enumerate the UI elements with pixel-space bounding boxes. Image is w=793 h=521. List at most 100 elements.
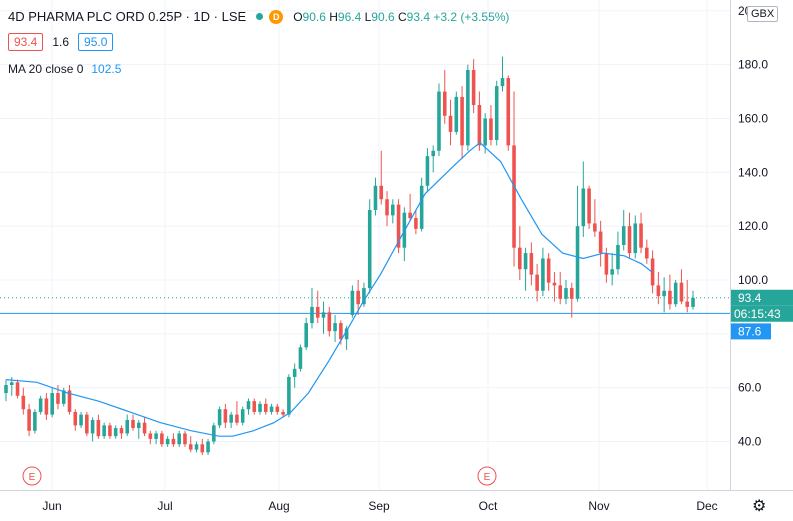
- candle-up[interactable]: [194, 444, 199, 450]
- candle-down[interactable]: [414, 218, 418, 229]
- candle-down[interactable]: [223, 409, 228, 423]
- candle-up[interactable]: [102, 425, 106, 437]
- candle-down[interactable]: [535, 274, 539, 291]
- candle-down[interactable]: [587, 188, 591, 224]
- candle-down[interactable]: [281, 411, 285, 415]
- candle-up[interactable]: [304, 323, 308, 348]
- candle-up[interactable]: [367, 210, 372, 289]
- candle-up[interactable]: [541, 258, 545, 291]
- candle-down[interactable]: [396, 204, 401, 248]
- candle-down[interactable]: [477, 105, 482, 146]
- candle-up[interactable]: [240, 409, 245, 423]
- earnings-event-icon[interactable]: [22, 466, 42, 486]
- candle-down[interactable]: [73, 411, 78, 426]
- candle-up[interactable]: [500, 78, 505, 87]
- candle-down[interactable]: [460, 96, 464, 146]
- candle-up[interactable]: [38, 398, 43, 412]
- candle-up[interactable]: [483, 118, 487, 146]
- symbol-title[interactable]: 4D PHARMA PLC ORD 0.25P · 1D · LSE: [8, 9, 247, 24]
- settings-gear-icon[interactable]: ⚙: [752, 498, 767, 515]
- currency-label[interactable]: GBX: [747, 6, 779, 22]
- candle-up[interactable]: [33, 411, 37, 431]
- candle-up[interactable]: [673, 282, 678, 305]
- candle-up[interactable]: [419, 185, 424, 229]
- candle-down[interactable]: [356, 290, 360, 305]
- candle-up[interactable]: [246, 401, 251, 410]
- candle-down[interactable]: [200, 444, 205, 453]
- candle-up[interactable]: [362, 288, 366, 305]
- candle-down[interactable]: [379, 185, 384, 200]
- candle-up[interactable]: [691, 297, 695, 307]
- candle-down[interactable]: [471, 70, 476, 105]
- candle-up[interactable]: [333, 323, 337, 332]
- candle-down[interactable]: [315, 306, 320, 318]
- candle-up[interactable]: [616, 245, 620, 270]
- candle-down[interactable]: [56, 393, 60, 404]
- candle-down[interactable]: [598, 231, 603, 254]
- candle-up[interactable]: [4, 385, 8, 394]
- candle-down[interactable]: [119, 428, 124, 434]
- candle-down[interactable]: [506, 78, 511, 146]
- candle-down[interactable]: [685, 301, 690, 307]
- candle-up[interactable]: [321, 312, 326, 318]
- candle-down[interactable]: [15, 382, 20, 396]
- candle-down[interactable]: [21, 395, 26, 410]
- candle-up[interactable]: [621, 226, 626, 245]
- candle-down[interactable]: [385, 199, 389, 216]
- candle-up[interactable]: [310, 306, 314, 324]
- candle-down[interactable]: [235, 414, 239, 423]
- candle-up[interactable]: [9, 382, 14, 385]
- candle-down[interactable]: [131, 420, 135, 429]
- candle-down[interactable]: [275, 406, 280, 412]
- sell-price-button[interactable]: 93.4: [8, 33, 44, 51]
- candle-up[interactable]: [113, 428, 118, 437]
- candle-up[interactable]: [633, 223, 638, 254]
- candle-up[interactable]: [90, 420, 95, 434]
- candle-down[interactable]: [44, 398, 49, 415]
- candle-up[interactable]: [79, 414, 83, 426]
- candle-down[interactable]: [339, 323, 343, 340]
- dividend-badge-icon[interactable]: D: [269, 9, 284, 24]
- candle-up[interactable]: [350, 290, 355, 315]
- earnings-event-icon[interactable]: [477, 466, 497, 486]
- candle-up[interactable]: [610, 269, 614, 275]
- candle-up[interactable]: [523, 253, 528, 270]
- candle-up[interactable]: [206, 441, 210, 453]
- candle-up[interactable]: [391, 204, 395, 216]
- candle-up[interactable]: [292, 368, 297, 377]
- candle-down[interactable]: [183, 433, 187, 445]
- candle-up[interactable]: [212, 425, 216, 442]
- candle-down[interactable]: [552, 282, 557, 286]
- candle-up[interactable]: [431, 150, 435, 157]
- candle-down[interactable]: [627, 226, 632, 254]
- candle-down[interactable]: [171, 438, 176, 445]
- candle-down[interactable]: [448, 115, 453, 132]
- candle-down[interactable]: [558, 285, 563, 299]
- candle-up[interactable]: [165, 438, 170, 445]
- candle-down[interactable]: [108, 425, 112, 437]
- candle-down[interactable]: [639, 223, 643, 248]
- candle-up[interactable]: [269, 406, 274, 412]
- candle-up[interactable]: [662, 290, 666, 297]
- candle-up[interactable]: [494, 86, 499, 140]
- candle-up[interactable]: [581, 188, 586, 227]
- candle-up[interactable]: [454, 96, 459, 132]
- candle-down[interactable]: [604, 253, 609, 275]
- candle-down[interactable]: [96, 420, 101, 437]
- candle-up[interactable]: [466, 70, 470, 146]
- candle-up[interactable]: [564, 288, 568, 299]
- candle-down[interactable]: [327, 312, 332, 332]
- price-axis-bg[interactable]: [730, 0, 793, 490]
- candle-down[interactable]: [668, 290, 672, 305]
- candle-up[interactable]: [61, 390, 66, 404]
- candle-down[interactable]: [518, 247, 522, 270]
- candle-up[interactable]: [373, 185, 378, 210]
- candle-up[interactable]: [125, 420, 130, 434]
- candle-up[interactable]: [344, 328, 349, 340]
- candle-down[interactable]: [546, 258, 551, 283]
- candle-down[interactable]: [188, 444, 193, 450]
- candle-down[interactable]: [252, 401, 257, 412]
- candle-down[interactable]: [264, 403, 268, 412]
- candle-down[interactable]: [148, 433, 153, 439]
